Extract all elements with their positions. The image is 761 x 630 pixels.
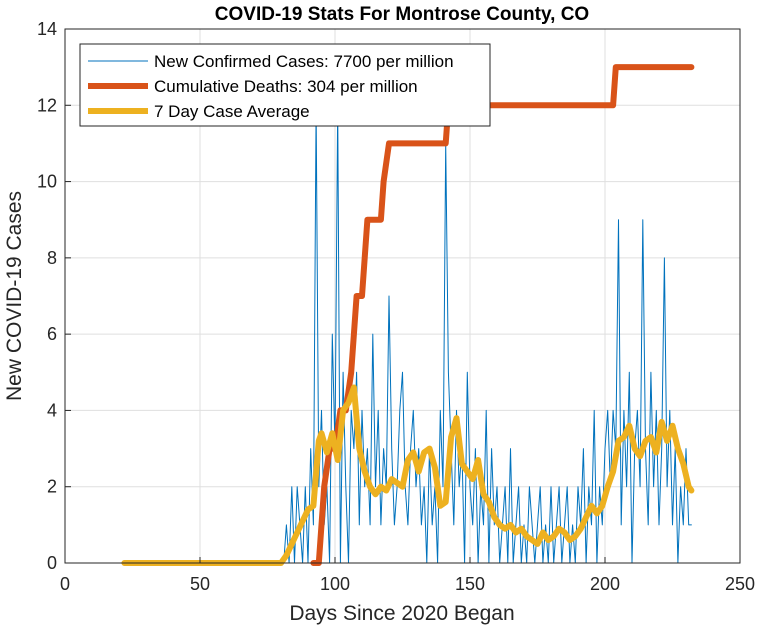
y-axis-label: New COVID-19 Cases: [3, 191, 26, 401]
legend-label: 7 Day Case Average: [154, 102, 310, 121]
x-tick-label: 100: [320, 574, 350, 594]
x-tick-label: 0: [60, 574, 70, 594]
chart-title: COVID-19 Stats For Montrose County, CO: [215, 4, 589, 25]
legend-label: Cumulative Deaths: 304 per million: [154, 77, 418, 96]
y-tick-label: 0: [47, 553, 57, 573]
x-tick-label: 50: [190, 574, 210, 594]
ticks: 0 50 100 150 200 250 0 2 4 6 8 10 12 14: [37, 19, 755, 594]
series-layer: [121, 64, 695, 566]
y-tick-label: 8: [47, 248, 57, 268]
legend-label: New Confirmed Cases: 7700 per million: [154, 52, 454, 71]
y-tick-label: 12: [37, 95, 57, 115]
new-cases-line: [283, 104, 692, 564]
legend: New Confirmed Cases: 7700 per million Cum…: [79, 43, 491, 127]
y-tick-label: 6: [47, 324, 57, 344]
x-tick-label: 150: [455, 574, 485, 594]
x-axis-label: Days Since 2020 Began: [289, 602, 514, 625]
axes-box: [64, 28, 741, 564]
x-tick-label: 250: [725, 574, 755, 594]
seven-day-average-line: [121, 384, 695, 566]
y-tick-label: 14: [37, 19, 57, 39]
y-tick-label: 4: [47, 400, 57, 420]
y-tick-label: 10: [37, 172, 57, 192]
legend-box: [79, 43, 491, 127]
y-tick-label: 2: [47, 477, 57, 497]
x-tick-label: 200: [590, 574, 620, 594]
